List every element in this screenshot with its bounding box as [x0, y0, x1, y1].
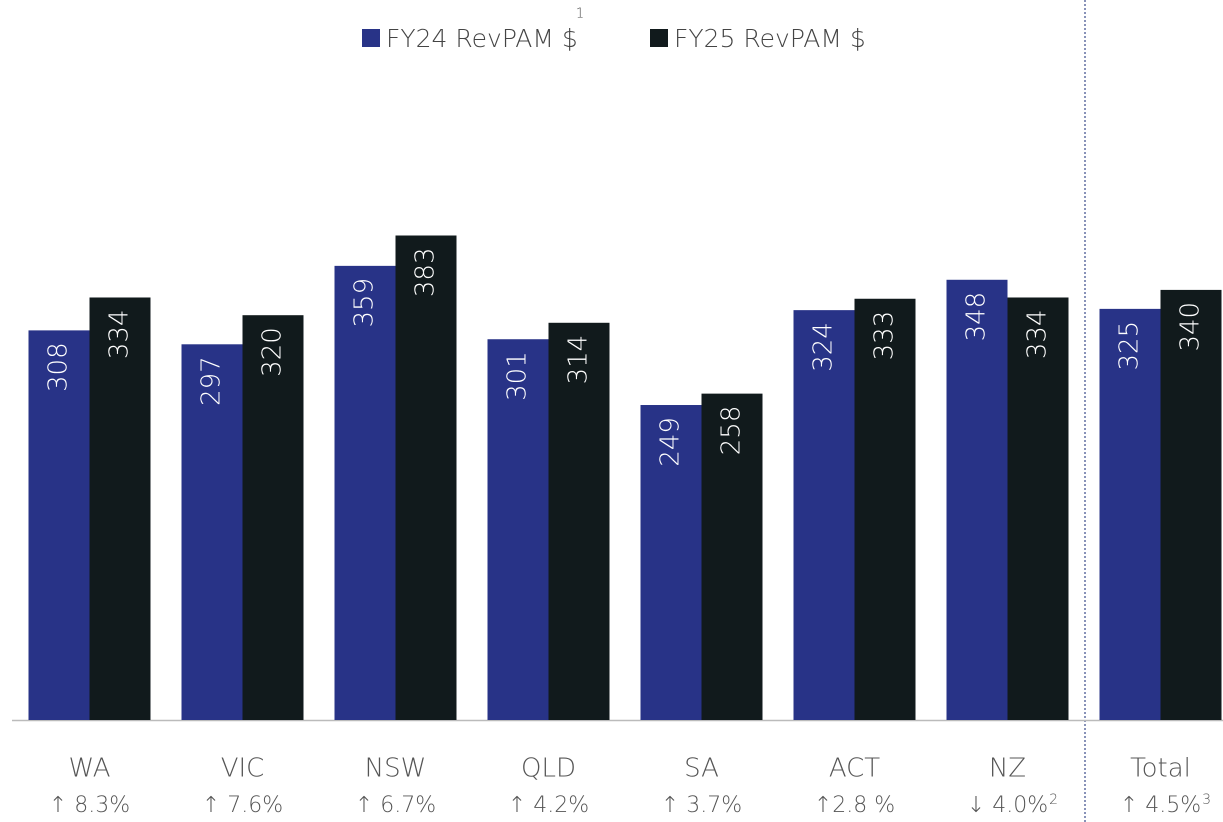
change-label: ↑ 8.3%: [49, 793, 130, 818]
bar: [395, 235, 457, 720]
change-label: ↑2.8 %: [814, 793, 895, 818]
change-label: ↑ 6.7%: [355, 793, 436, 818]
value-label: 334: [1023, 309, 1053, 359]
bar: [854, 298, 916, 720]
bar: [793, 310, 855, 720]
value-label: 297: [197, 356, 227, 406]
change-label: ↑ 3.7%: [661, 793, 742, 818]
bar: [181, 344, 243, 720]
bar: [487, 339, 549, 720]
value-label: 333: [870, 311, 900, 361]
x-tick-label: Total: [1130, 754, 1191, 784]
value-label: 348: [962, 292, 992, 342]
change-note: 2: [1049, 792, 1058, 808]
legend-note: 1: [576, 7, 584, 22]
x-tick-label: NSW: [365, 754, 427, 784]
bar: [1160, 289, 1222, 720]
x-tick-label: SA: [684, 754, 719, 784]
bar: [1099, 308, 1161, 720]
value-label: 383: [411, 248, 441, 298]
bar: [89, 297, 151, 720]
bar: [640, 405, 702, 720]
x-tick-label: VIC: [221, 754, 265, 784]
value-label: 308: [44, 342, 74, 392]
change-label: ↑ 4.2%: [508, 793, 589, 818]
value-label: 334: [105, 309, 135, 359]
bar: [28, 330, 90, 720]
value-label: 301: [503, 351, 533, 401]
bar: [548, 322, 610, 720]
bar: [334, 265, 396, 720]
legend-label: FY25 RevPAM $: [674, 24, 866, 53]
legend-swatch: [362, 29, 380, 47]
value-label: 359: [350, 278, 380, 328]
x-tick-label: QLD: [521, 754, 576, 784]
change-label: ↓ 4.0%: [967, 793, 1048, 818]
value-label: 340: [1176, 302, 1206, 352]
legend-swatch: [650, 29, 668, 47]
value-label: 320: [258, 327, 288, 377]
x-tick-label: ACT: [829, 754, 880, 784]
x-tick-label: NZ: [989, 754, 1026, 784]
value-label: 314: [564, 335, 594, 385]
change-label: ↑ 7.6%: [202, 793, 283, 818]
value-label: 249: [656, 417, 686, 467]
legend-label: FY24 RevPAM $: [386, 24, 578, 53]
x-tick-label: WA: [68, 754, 110, 784]
change-note: 3: [1202, 792, 1211, 808]
bar: [242, 315, 304, 720]
value-label: 258: [717, 406, 747, 456]
bar: [1007, 297, 1069, 720]
bar: [701, 393, 763, 720]
change-label: ↑ 4.5%: [1120, 793, 1201, 818]
value-label: 325: [1115, 321, 1145, 371]
value-label: 324: [809, 322, 839, 372]
bar: [946, 279, 1008, 720]
